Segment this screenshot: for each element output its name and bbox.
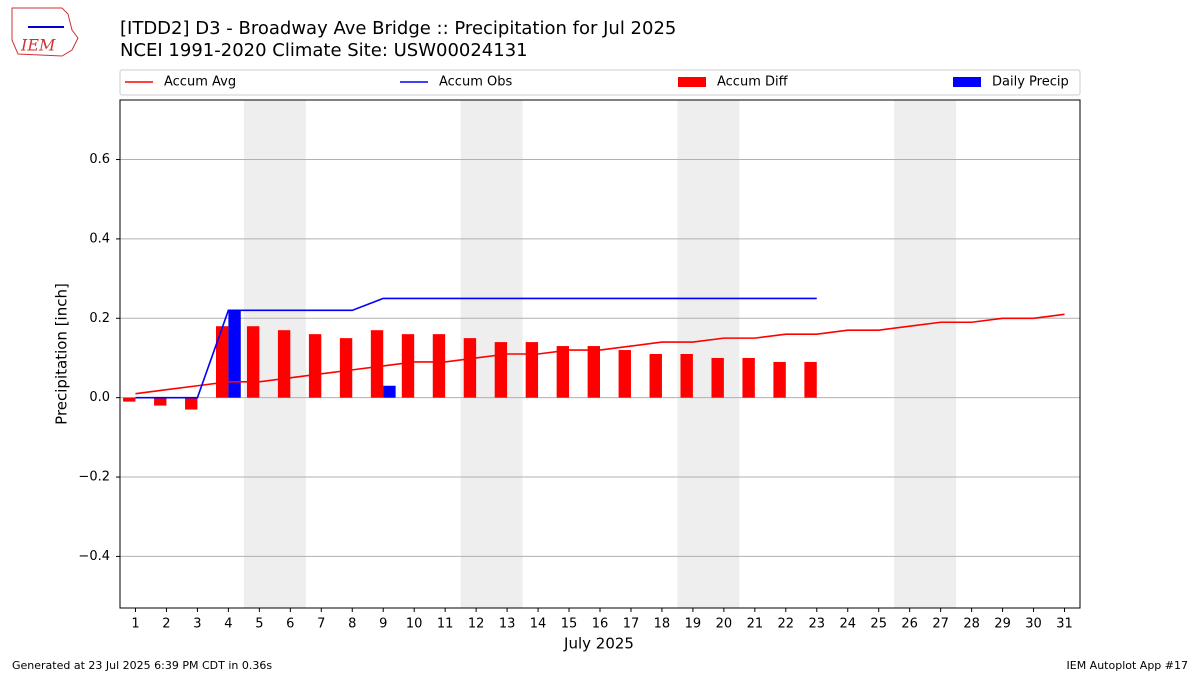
x-tick-label: 25	[870, 617, 887, 632]
bar	[216, 326, 229, 398]
bar	[618, 350, 631, 398]
x-tick-label: 9	[379, 617, 387, 632]
y-tick-label: 0.2	[89, 311, 110, 326]
x-tick-label: 18	[654, 617, 671, 632]
x-tick-label: 2	[162, 617, 170, 632]
x-tick-label: 28	[963, 617, 980, 632]
x-tick-label: 3	[193, 617, 201, 632]
chart-subtitle: NCEI 1991-2020 Climate Site: USW00024131	[120, 40, 528, 61]
bar	[649, 354, 662, 398]
bar	[525, 342, 539, 398]
weekend-shade	[894, 100, 957, 608]
x-tick-label: 24	[839, 617, 856, 632]
legend-box	[119, 69, 1081, 96]
bar	[680, 354, 693, 398]
x-tick-label: 29	[994, 617, 1011, 632]
x-tick-label: 10	[406, 617, 423, 632]
bar	[185, 397, 198, 410]
logo: IEM	[11, 7, 79, 57]
bar	[383, 385, 396, 398]
legend-label: Daily Precip	[992, 75, 1069, 90]
y-tick-label: 0.0	[89, 390, 110, 405]
x-tick-label: 19	[685, 617, 702, 632]
logo-text: IEM	[20, 36, 56, 55]
x-tick-label: 7	[317, 617, 325, 632]
x-tick-label: 6	[286, 617, 294, 632]
bar	[308, 334, 322, 398]
x-tick-label: 23	[809, 617, 826, 632]
x-tick-label: 4	[224, 617, 232, 632]
line	[135, 313, 1065, 395]
bar	[773, 361, 786, 398]
x-tick-label: 15	[561, 617, 578, 632]
x-axis-label: July 2025	[563, 635, 634, 653]
bar	[432, 334, 446, 398]
bar	[123, 397, 136, 402]
bar	[370, 330, 384, 398]
footer-right: IEM Autoplot App #17	[1067, 659, 1189, 672]
bar	[556, 346, 570, 398]
x-tick-label: 1	[131, 617, 139, 632]
footer-left: Generated at 23 Jul 2025 6:39 PM CDT in …	[12, 659, 272, 672]
bar	[339, 338, 353, 398]
bar	[154, 397, 167, 406]
legend-label: Accum Diff	[717, 75, 789, 90]
x-tick-label: 12	[468, 617, 485, 632]
x-tick-label: 5	[255, 617, 263, 632]
logo-outline	[11, 7, 79, 57]
legend-swatch	[678, 77, 706, 87]
x-tick-label: 31	[1056, 617, 1073, 632]
x-tick-label: 17	[623, 617, 640, 632]
x-tick-label: 27	[932, 617, 949, 632]
bar	[587, 346, 600, 398]
bar	[277, 330, 291, 398]
bar	[711, 357, 724, 398]
x-tick-label: 30	[1025, 617, 1042, 632]
bar	[228, 310, 241, 398]
x-tick-label: 16	[592, 617, 609, 632]
plot-frame	[119, 99, 1081, 609]
legend-label: Accum Avg	[164, 75, 236, 90]
legend-label: Accum Obs	[439, 75, 512, 90]
y-tick-label: −0.4	[78, 549, 110, 564]
x-tick-label: 11	[437, 617, 454, 632]
y-tick-label: 0.6	[89, 152, 110, 167]
bar	[246, 326, 260, 398]
x-tick-label: 22	[778, 617, 795, 632]
x-tick-label: 26	[901, 617, 918, 632]
bar	[494, 342, 508, 398]
bar	[401, 334, 415, 398]
chart-title: [ITDD2] D3 - Broadway Ave Bridge :: Prec…	[120, 18, 676, 39]
bar	[463, 338, 477, 398]
y-axis-label: Precipitation [inch]	[53, 283, 71, 425]
y-tick-label: 0.4	[89, 231, 110, 246]
legend-swatch	[953, 77, 981, 87]
bar	[742, 357, 755, 398]
x-tick-label: 13	[499, 617, 516, 632]
x-tick-label: 8	[348, 617, 356, 632]
x-tick-label: 21	[747, 617, 764, 632]
x-tick-label: 20	[716, 617, 733, 632]
y-tick-label: −0.2	[78, 470, 110, 485]
line	[135, 297, 817, 399]
x-tick-label: 14	[530, 617, 547, 632]
bar	[804, 361, 817, 398]
